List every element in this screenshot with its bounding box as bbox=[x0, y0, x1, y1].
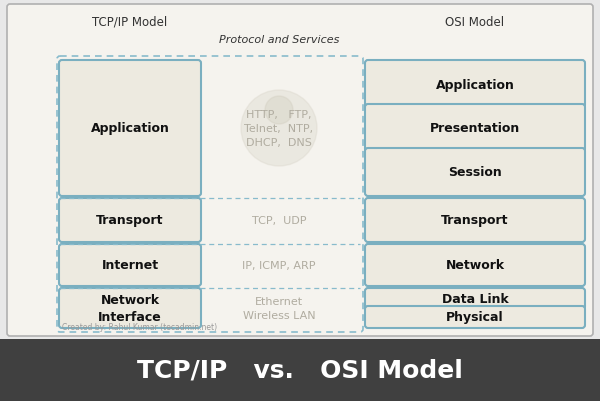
FancyBboxPatch shape bbox=[365, 198, 585, 242]
Text: IP, ICMP, ARP: IP, ICMP, ARP bbox=[242, 260, 316, 270]
FancyBboxPatch shape bbox=[365, 61, 585, 109]
Text: Network: Network bbox=[445, 259, 505, 272]
Text: HTTP,   FTP,
Telnet,  NTP,
DHCP,  DNS: HTTP, FTP, Telnet, NTP, DHCP, DNS bbox=[244, 110, 314, 148]
Text: Application: Application bbox=[436, 78, 514, 91]
Text: Transport: Transport bbox=[441, 214, 509, 227]
FancyBboxPatch shape bbox=[365, 306, 585, 328]
Text: Session: Session bbox=[448, 166, 502, 179]
Text: OSI Model: OSI Model bbox=[445, 16, 505, 28]
FancyBboxPatch shape bbox=[365, 149, 585, 196]
Text: Physical: Physical bbox=[446, 311, 504, 324]
Text: Created by: Rahul Kumar (tecadmin.net): Created by: Rahul Kumar (tecadmin.net) bbox=[62, 322, 217, 331]
Text: Transport: Transport bbox=[96, 214, 164, 227]
Text: Presentation: Presentation bbox=[430, 122, 520, 135]
FancyBboxPatch shape bbox=[59, 61, 201, 196]
Text: Data Link: Data Link bbox=[442, 293, 508, 306]
Text: TCP/IP Model: TCP/IP Model bbox=[92, 16, 167, 28]
Text: TCP,  UDP: TCP, UDP bbox=[252, 215, 306, 225]
FancyBboxPatch shape bbox=[59, 244, 201, 286]
Text: TCP/IP   vs.   OSI Model: TCP/IP vs. OSI Model bbox=[137, 358, 463, 382]
Bar bbox=[0, 339, 600, 401]
Circle shape bbox=[265, 97, 293, 125]
Text: Ethernet
Wireless LAN: Ethernet Wireless LAN bbox=[242, 296, 316, 320]
Text: Internet: Internet bbox=[101, 259, 158, 272]
Text: Application: Application bbox=[91, 122, 169, 135]
FancyBboxPatch shape bbox=[7, 5, 593, 336]
Text: Network
Interface: Network Interface bbox=[98, 293, 162, 323]
Text: Protocol and Services: Protocol and Services bbox=[219, 35, 339, 45]
FancyBboxPatch shape bbox=[365, 288, 585, 310]
FancyBboxPatch shape bbox=[59, 288, 201, 328]
Circle shape bbox=[241, 91, 317, 166]
FancyBboxPatch shape bbox=[59, 198, 201, 242]
FancyBboxPatch shape bbox=[365, 105, 585, 153]
FancyBboxPatch shape bbox=[365, 244, 585, 286]
